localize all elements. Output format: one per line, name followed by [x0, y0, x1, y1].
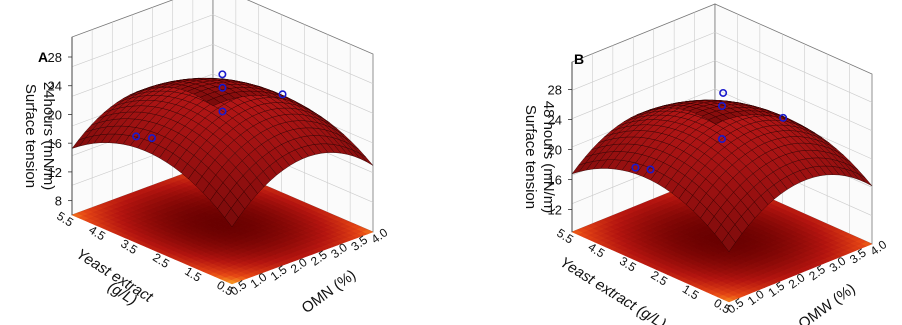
grid-line: [71, 14, 374, 84]
surface-cell: [206, 98, 221, 107]
surface-cell: [708, 116, 723, 124]
data-points: [132, 70, 287, 143]
x-axis-title: OMW (%): [795, 280, 858, 325]
z-axis-title: Surface tension: [522, 105, 539, 209]
z-tick-label: 24: [548, 113, 562, 128]
z-tick-label: 8: [55, 194, 62, 209]
z-tick-label: 16: [48, 136, 62, 151]
x-axis-title: OMN (%): [299, 267, 360, 317]
panel-b: 12162024280.51.01.52.02.53.03.54.00.51.5…: [522, 3, 890, 325]
data-points: [631, 88, 788, 174]
z-tick-label: 28: [48, 50, 62, 65]
z-axis-title: 48 hours (mN/m): [540, 101, 557, 214]
data-point: [148, 134, 157, 143]
data-point: [218, 107, 227, 116]
z-tick-label: 28: [548, 83, 562, 98]
data-point: [646, 165, 655, 174]
z-tick-label: 12: [48, 165, 62, 180]
z-axis-title: Surface tension: [22, 84, 39, 188]
grid-line: [571, 60, 873, 131]
grid-line: [571, 31, 873, 103]
data-point: [779, 113, 788, 122]
panel-label: B: [574, 51, 584, 67]
data-point: [218, 83, 227, 92]
z-tick-label: 20: [48, 107, 62, 122]
data-point: [132, 132, 141, 141]
panel-label: A: [38, 49, 48, 65]
data-point: [218, 70, 227, 79]
z-tick-label: 24: [48, 79, 62, 94]
panel-a: 812162024280.51.01.52.02.53.03.54.00.51.…: [22, 0, 391, 317]
data-point: [719, 88, 728, 97]
response-surface: [71, 77, 374, 228]
data-point: [631, 163, 640, 172]
data-point: [717, 102, 726, 111]
data-point: [717, 135, 726, 144]
grid-line: [71, 43, 374, 114]
z-tick-label: 12: [548, 203, 562, 218]
z-tick-label: 20: [548, 143, 562, 158]
data-point: [278, 90, 287, 99]
response-surface: [571, 99, 873, 253]
z-tick-label: 16: [548, 173, 562, 188]
z-axis-title: 24hours (mN/m): [40, 82, 57, 190]
